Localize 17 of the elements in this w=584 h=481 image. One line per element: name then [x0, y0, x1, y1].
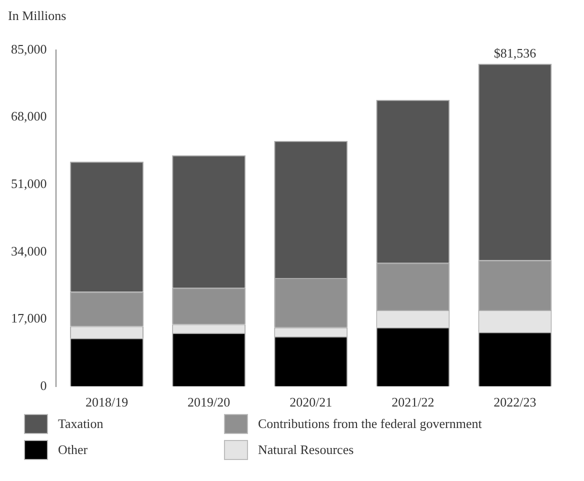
x-tick-label: 2019/20 [188, 394, 230, 410]
y-tick-label: 51,000 [11, 176, 47, 191]
y-tick-label: 17,000 [11, 310, 47, 326]
y-tick-label: 85,000 [11, 41, 47, 56]
y-tick-label: 0 [40, 378, 47, 393]
legend-label: Contributions from the federal government [258, 416, 482, 432]
legend-label: Natural Resources [258, 442, 354, 458]
y-tick-label: 68,000 [11, 108, 47, 124]
total-label: $81,536 [494, 46, 537, 61]
y-axis-title: In Millions [8, 8, 68, 24]
legend-label: Other [58, 442, 88, 458]
x-tick-label: 2022/23 [494, 394, 536, 410]
x-tick-label: 2018/19 [85, 394, 128, 410]
x-tick-label: 2020/21 [290, 394, 332, 410]
y-tick-label: 34,000 [11, 243, 47, 258]
x-tick-label: 2021/22 [392, 394, 434, 410]
legend-label: Taxation [58, 416, 104, 432]
